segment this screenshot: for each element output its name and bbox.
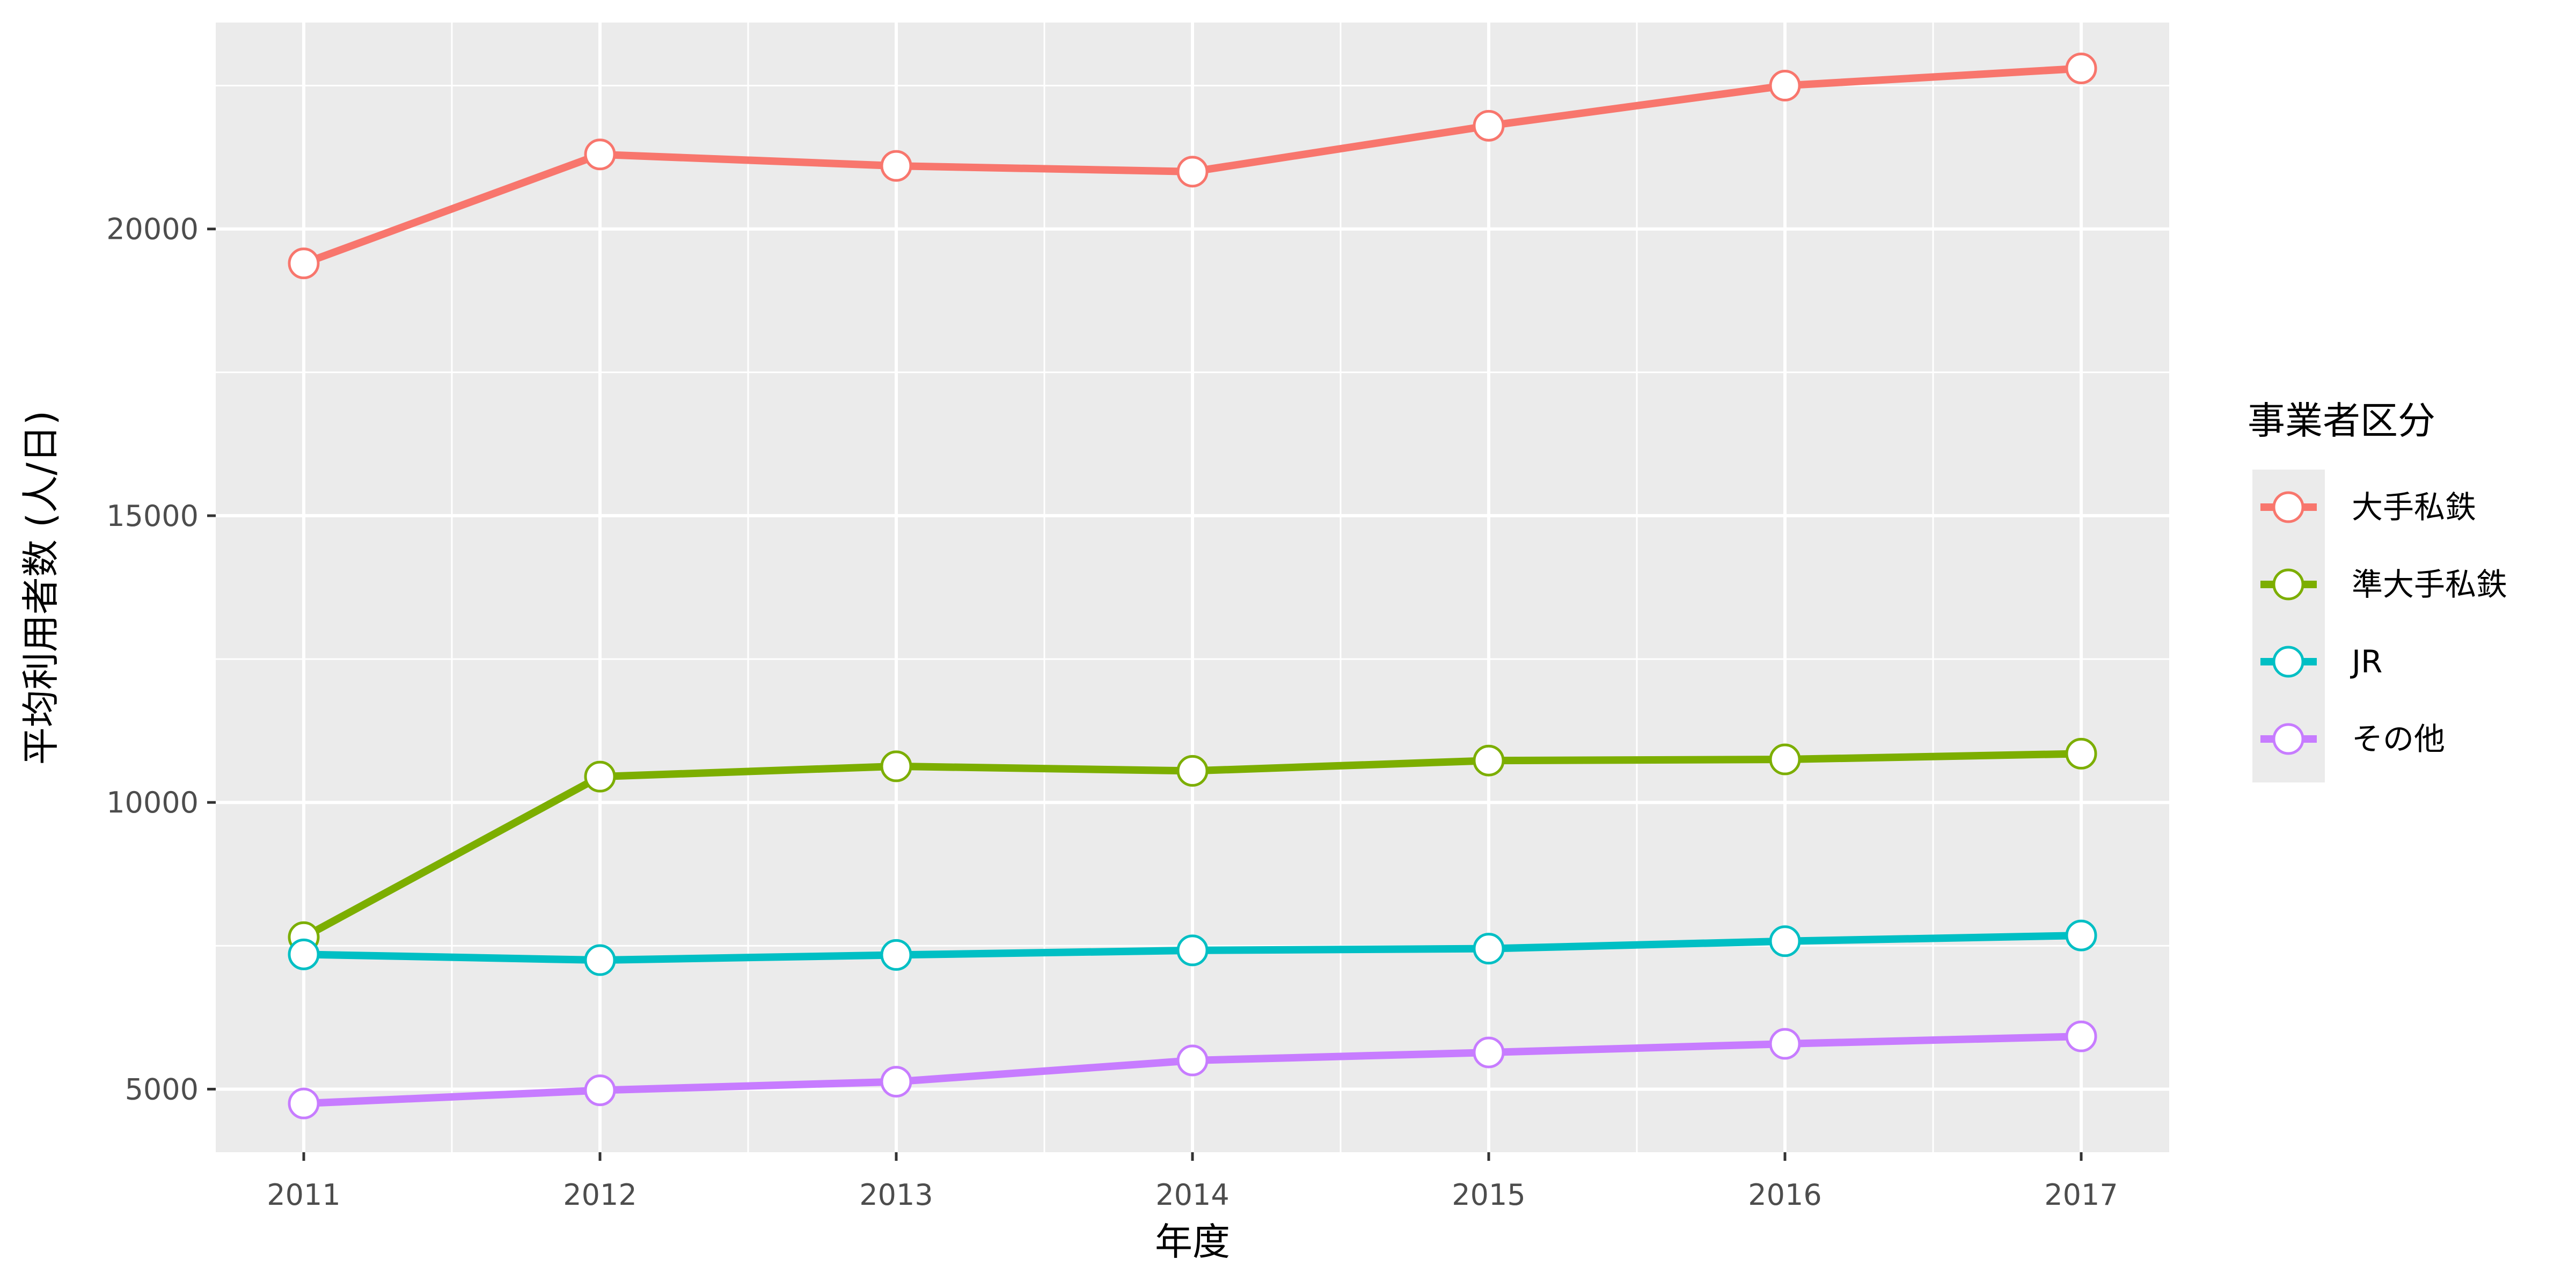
- data-point: [584, 944, 616, 976]
- legend-item: JR: [2260, 643, 2382, 680]
- x-tick-label: 2015: [1452, 1178, 1525, 1212]
- x-tick-label: 2014: [1155, 1178, 1229, 1212]
- data-point: [2065, 1020, 2097, 1052]
- data-point: [880, 1066, 912, 1098]
- data-point: [288, 938, 320, 970]
- series-layer: [288, 52, 2097, 1119]
- data-point: [1176, 755, 1209, 787]
- x-tick-label: 2013: [859, 1178, 933, 1212]
- data-point: [1473, 933, 1505, 965]
- data-point: [584, 138, 616, 171]
- legend-item: 大手私鉄: [2260, 489, 2476, 525]
- legend-label: 大手私鉄: [2352, 489, 2476, 525]
- x-tick-label: 2017: [2044, 1178, 2118, 1212]
- y-tick-labels: 5000 10000 15000 20000: [106, 213, 199, 1107]
- legend-label: JR: [2350, 643, 2382, 680]
- data-point: [288, 247, 320, 280]
- x-tick-label: 2012: [563, 1178, 636, 1212]
- data-point: [2065, 919, 2097, 952]
- data-point: [584, 760, 616, 793]
- x-tick-label: 2016: [1748, 1178, 1821, 1212]
- x-tick-label: 2011: [267, 1178, 340, 1212]
- data-point: [1176, 156, 1209, 188]
- data-point: [1473, 1036, 1505, 1069]
- data-point: [1473, 744, 1505, 777]
- legend-label: その他: [2352, 721, 2445, 757]
- y-tick-label: 5000: [125, 1072, 199, 1106]
- y-tick-label: 15000: [106, 499, 199, 533]
- legend-title: 事業者区分: [2248, 399, 2435, 443]
- y-tick-label: 20000: [106, 213, 199, 246]
- data-point: [1176, 934, 1209, 967]
- data-point: [1769, 925, 1801, 957]
- legend-key-marker: [2272, 646, 2304, 678]
- x-tick-labels: 2011 2012 2013 2014 2015 2016 2017: [267, 1178, 2118, 1212]
- data-point: [1769, 743, 1801, 775]
- data-point: [584, 1074, 616, 1107]
- legend-key-marker: [2272, 491, 2304, 523]
- axis-ticks: [207, 228, 2083, 1161]
- data-point: [2065, 737, 2097, 770]
- series-group: [288, 1020, 2097, 1119]
- y-axis-title: 平均利用者数 (人/日): [19, 411, 63, 765]
- data-point: [288, 1087, 320, 1119]
- data-point: [1473, 109, 1505, 142]
- data-point: [880, 150, 912, 182]
- data-point: [1769, 1028, 1801, 1060]
- legend-key-marker: [2272, 723, 2304, 755]
- data-point: [880, 750, 912, 782]
- data-point: [1769, 70, 1801, 102]
- legend-key-marker: [2272, 568, 2304, 601]
- series-group: [288, 737, 2097, 953]
- data-point: [2065, 52, 2097, 84]
- legend-item: 準大手私鉄: [2260, 566, 2507, 603]
- legend-item: その他: [2260, 721, 2445, 757]
- legend-label: 準大手私鉄: [2352, 566, 2507, 603]
- series-group: [288, 52, 2097, 280]
- y-tick-label: 10000: [106, 786, 199, 819]
- data-point: [880, 939, 912, 971]
- x-axis-title: 年度: [1155, 1220, 1230, 1264]
- series-group: [288, 919, 2097, 976]
- data-point: [1176, 1044, 1209, 1077]
